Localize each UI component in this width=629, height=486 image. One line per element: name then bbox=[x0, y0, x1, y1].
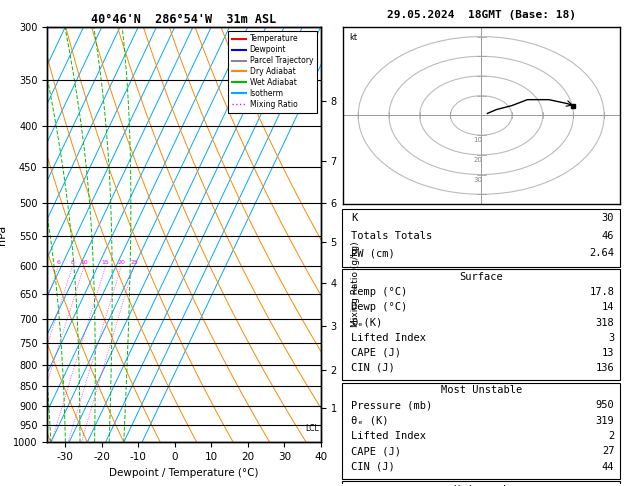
FancyBboxPatch shape bbox=[342, 481, 620, 486]
Text: CIN (J): CIN (J) bbox=[351, 462, 395, 471]
Text: 950: 950 bbox=[596, 400, 615, 411]
Text: 2.64: 2.64 bbox=[589, 248, 615, 258]
Text: Temp (°C): Temp (°C) bbox=[351, 287, 407, 297]
Text: 10: 10 bbox=[81, 260, 88, 265]
Text: 29.05.2024  18GMT (Base: 18): 29.05.2024 18GMT (Base: 18) bbox=[387, 10, 576, 19]
Text: PW (cm): PW (cm) bbox=[351, 248, 395, 258]
Text: 6: 6 bbox=[57, 260, 60, 265]
FancyBboxPatch shape bbox=[342, 209, 620, 267]
Legend: Temperature, Dewpoint, Parcel Trajectory, Dry Adiabat, Wet Adiabat, Isotherm, Mi: Temperature, Dewpoint, Parcel Trajectory… bbox=[228, 31, 317, 113]
Text: θₑ (K): θₑ (K) bbox=[351, 416, 389, 426]
Text: 8: 8 bbox=[70, 260, 75, 265]
Text: 44: 44 bbox=[602, 462, 615, 471]
Text: Dewp (°C): Dewp (°C) bbox=[351, 302, 407, 312]
Text: Surface: Surface bbox=[459, 272, 503, 282]
Y-axis label: hPa: hPa bbox=[0, 225, 8, 244]
Text: 319: 319 bbox=[596, 416, 615, 426]
Text: 136: 136 bbox=[596, 363, 615, 373]
Title: 40°46'N  286°54'W  31m ASL: 40°46'N 286°54'W 31m ASL bbox=[91, 13, 277, 26]
Text: 15: 15 bbox=[102, 260, 109, 265]
Text: CIN (J): CIN (J) bbox=[351, 363, 395, 373]
Text: kt: kt bbox=[349, 33, 357, 42]
Text: 20: 20 bbox=[118, 260, 125, 265]
Text: 46: 46 bbox=[602, 230, 615, 241]
Text: Hodograph: Hodograph bbox=[453, 485, 509, 486]
Text: 20: 20 bbox=[474, 157, 482, 163]
Y-axis label: km
ASL: km ASL bbox=[347, 224, 365, 245]
Text: 10: 10 bbox=[474, 137, 482, 143]
Text: Lifted Index: Lifted Index bbox=[351, 431, 426, 441]
Text: 3: 3 bbox=[608, 333, 615, 343]
Text: 25: 25 bbox=[130, 260, 138, 265]
Text: 27: 27 bbox=[602, 446, 615, 456]
Text: 30: 30 bbox=[474, 176, 482, 183]
X-axis label: Dewpoint / Temperature (°C): Dewpoint / Temperature (°C) bbox=[109, 468, 259, 478]
FancyBboxPatch shape bbox=[342, 382, 620, 479]
Text: 318: 318 bbox=[596, 317, 615, 328]
Text: 2: 2 bbox=[608, 431, 615, 441]
Text: CAPE (J): CAPE (J) bbox=[351, 446, 401, 456]
Text: 13: 13 bbox=[602, 348, 615, 358]
Text: 17.8: 17.8 bbox=[589, 287, 615, 297]
FancyBboxPatch shape bbox=[342, 269, 620, 380]
Text: Mixing Ratio (g/kg): Mixing Ratio (g/kg) bbox=[351, 242, 360, 327]
Text: Pressure (mb): Pressure (mb) bbox=[351, 400, 432, 411]
Text: θₑ(K): θₑ(K) bbox=[351, 317, 382, 328]
Text: K: K bbox=[351, 213, 357, 223]
Text: LCL: LCL bbox=[305, 424, 319, 433]
Text: CAPE (J): CAPE (J) bbox=[351, 348, 401, 358]
Text: 14: 14 bbox=[602, 302, 615, 312]
Text: Totals Totals: Totals Totals bbox=[351, 230, 432, 241]
Text: Most Unstable: Most Unstable bbox=[440, 385, 522, 395]
Text: Lifted Index: Lifted Index bbox=[351, 333, 426, 343]
Text: 30: 30 bbox=[602, 213, 615, 223]
